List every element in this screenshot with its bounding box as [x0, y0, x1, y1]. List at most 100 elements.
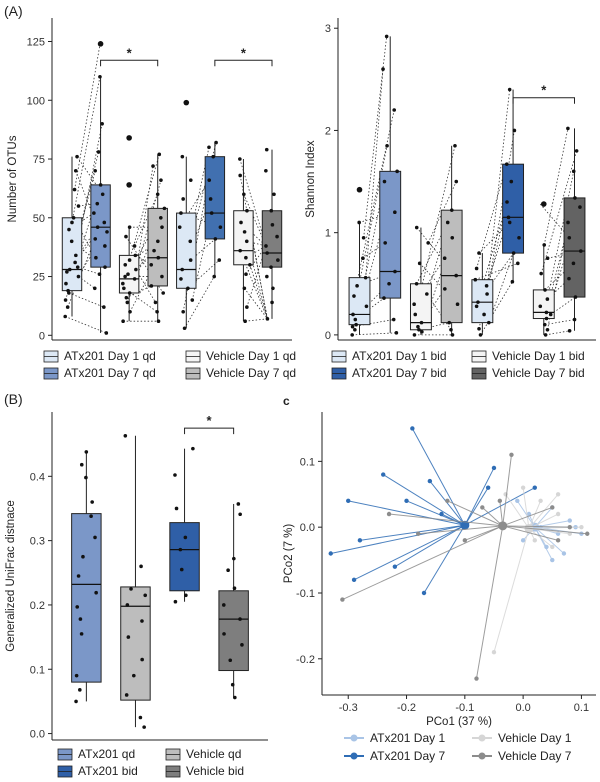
data-point [161, 291, 165, 295]
data-point [395, 169, 399, 174]
data-point [149, 262, 154, 267]
data-point [351, 312, 355, 317]
pcoa-point [392, 564, 398, 569]
data-point [477, 251, 481, 255]
pcoa-series [328, 426, 537, 596]
data-point [354, 322, 358, 327]
data-point [244, 255, 248, 260]
legend-marker [350, 752, 358, 760]
data-point [76, 574, 81, 578]
data-point [474, 266, 479, 271]
data-point [75, 154, 79, 159]
x-axis-title: PCo1 (37 %) [426, 716, 492, 728]
data-point [156, 239, 160, 244]
y-tick-label: 3 [325, 23, 331, 35]
data-point [269, 265, 273, 269]
outlier-point [126, 182, 132, 188]
data-point [90, 500, 94, 504]
data-point [93, 237, 98, 241]
data-point [383, 241, 387, 245]
data-point [384, 34, 389, 39]
data-point [357, 220, 361, 225]
legend-label: ATx201 Day 1 qd [64, 349, 156, 363]
data-point [173, 473, 177, 477]
data-point [477, 326, 481, 331]
significance-star: * [127, 45, 133, 60]
y-axis-title: PCo2 (7 %) [283, 524, 295, 584]
pcoa-point [404, 498, 409, 504]
box-group [218, 502, 249, 700]
outlier-point [97, 41, 104, 47]
data-point [162, 206, 167, 211]
pcoa-point [491, 465, 497, 471]
data-point [571, 169, 576, 174]
data-point [453, 143, 457, 148]
data-point [579, 249, 583, 253]
data-point [482, 312, 486, 317]
data-point [239, 220, 243, 225]
pair-connector-line [488, 237, 520, 323]
pair-connector-line [245, 318, 268, 322]
pcoa-point [538, 498, 543, 504]
pair-connector-line [475, 262, 518, 281]
pcoa-point [357, 538, 363, 543]
data-point [103, 244, 107, 248]
panel-label-a: (A) [4, 3, 23, 19]
data-point [543, 333, 548, 337]
data-point [230, 682, 235, 687]
data-point [265, 274, 269, 279]
significance-bracket [214, 59, 273, 67]
data-point [548, 312, 553, 317]
data-point [78, 688, 82, 692]
spider-line [502, 454, 512, 526]
data-point [100, 192, 105, 197]
data-point [276, 258, 280, 262]
pcoa-point [555, 511, 561, 517]
y-axis-title: Number of OTUs [7, 135, 19, 222]
pair-connector-line [476, 164, 508, 269]
pcoa-point [520, 485, 526, 490]
data-point [74, 699, 78, 704]
data-point [538, 304, 543, 309]
box-iqr [61, 217, 83, 292]
box-group [176, 99, 197, 331]
data-point [178, 547, 183, 552]
data-point [233, 695, 237, 700]
data-point [153, 300, 158, 305]
pcoa-point [579, 524, 584, 530]
box-iqr [71, 513, 102, 683]
box-iqr [120, 586, 151, 701]
data-point [179, 567, 184, 572]
box-group [169, 446, 200, 604]
box-group [532, 201, 555, 337]
pair-connector-line [134, 194, 159, 247]
data-point [149, 284, 154, 288]
data-point [504, 162, 509, 166]
data-point [412, 333, 417, 337]
data-point [64, 281, 68, 286]
legend-label: Vehicle Day 1 bid [492, 349, 585, 363]
data-point [183, 535, 188, 540]
x-tick-label: -0.2 [397, 702, 416, 714]
data-point [363, 275, 368, 280]
x-tick-label: -0.1 [455, 702, 474, 714]
pcoa-point [480, 505, 485, 510]
data-point [74, 253, 78, 258]
legend-label: Vehicle Day 7 [498, 749, 572, 763]
data-point [228, 658, 233, 663]
pcoa-point [526, 511, 532, 517]
box-group [502, 87, 525, 284]
data-point [177, 225, 182, 229]
pair-connector-line [543, 128, 569, 246]
legend-label: Vehicle Day 1 qd [206, 349, 296, 363]
data-point [156, 319, 161, 323]
data-point [353, 327, 357, 332]
data-point [238, 173, 242, 178]
spider-line [418, 525, 503, 535]
data-point [450, 333, 455, 337]
data-point [419, 320, 424, 325]
data-point [103, 265, 107, 269]
data-point [449, 327, 453, 332]
data-point [454, 179, 459, 184]
spider-line [342, 525, 503, 601]
